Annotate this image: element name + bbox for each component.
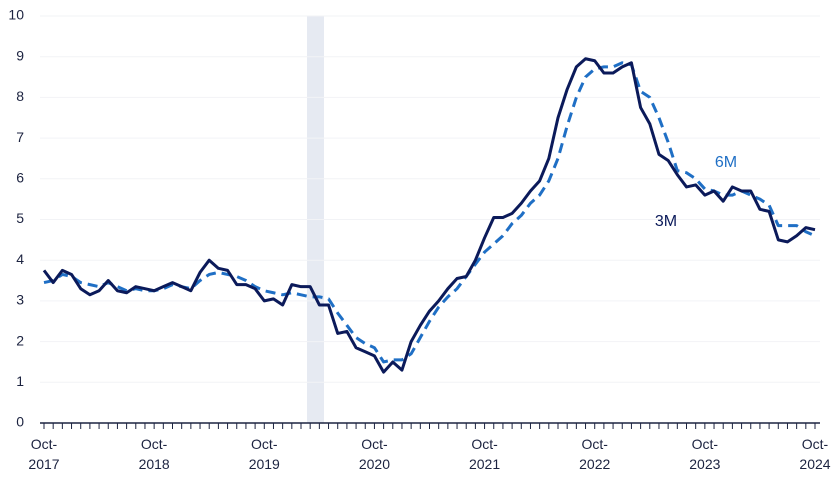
y-tick-label: 6 [16, 170, 24, 186]
x-tick-label: Oct-2019 [249, 436, 280, 472]
y-tick-label: 5 [16, 210, 24, 226]
series-label: 3M [655, 213, 677, 230]
x-tick-label: Oct-2021 [469, 436, 500, 472]
x-tick-label: Oct-2023 [689, 436, 720, 472]
series-label: 6M [715, 154, 737, 171]
y-tick-label: 10 [8, 7, 24, 23]
x-tick-label: Oct-2017 [28, 436, 59, 472]
x-tick-label: Oct-2022 [579, 436, 610, 472]
y-tick-label: 8 [16, 88, 24, 104]
y-tick-label: 3 [16, 292, 24, 308]
x-tick-label: Oct-2020 [359, 436, 390, 472]
y-tick-label: 1 [16, 373, 24, 389]
y-tick-label: 2 [16, 332, 24, 348]
x-tick-label: Oct-2018 [139, 436, 170, 472]
y-tick-label: 0 [16, 414, 24, 430]
series-line [43, 61, 816, 364]
series-line [42, 57, 816, 374]
y-tick-label: 4 [16, 251, 24, 267]
x-tick-label: Oct-2024 [799, 436, 830, 472]
y-tick-label: 7 [16, 129, 24, 145]
y-tick-label: 9 [16, 47, 24, 63]
